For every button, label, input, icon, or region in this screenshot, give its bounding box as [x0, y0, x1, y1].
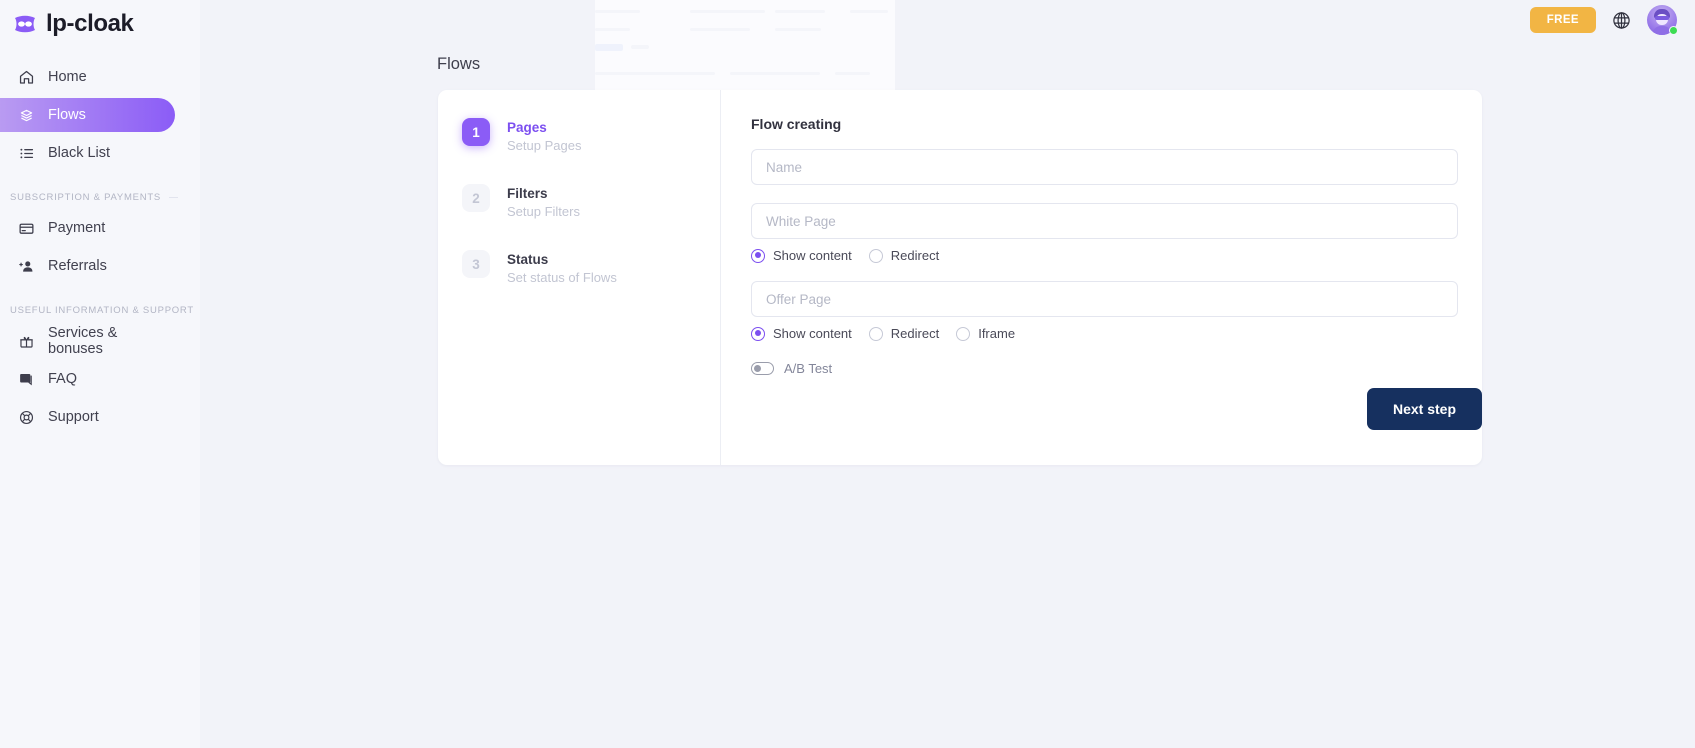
- sidebar-section-payments: SUBSCRIPTION & PAYMENTS: [10, 192, 178, 203]
- sidebar-section-label: SUBSCRIPTION & PAYMENTS: [10, 192, 161, 203]
- step-number: 3: [462, 250, 490, 278]
- radio-icon: [868, 248, 883, 263]
- sidebar-item-label: Services & bonuses: [48, 325, 118, 357]
- user-plus-icon: [17, 257, 35, 275]
- step-title: Status: [507, 252, 549, 267]
- white-page-mode-group: Show content Redirect: [751, 248, 1458, 263]
- flow-form: Flow creating Show content Redirect: [721, 90, 1482, 465]
- step-description: Setup Filters: [507, 204, 580, 219]
- sidebar-item-label: Referrals: [48, 258, 107, 274]
- radio-icon: [751, 248, 765, 263]
- radio-label: Show content: [773, 326, 852, 341]
- header-bar: FREE: [1529, 0, 1678, 40]
- step-pages[interactable]: 1 Pages Setup Pages: [462, 118, 720, 155]
- offer-page-iframe-radio[interactable]: Iframe: [956, 326, 1015, 341]
- sidebar-item-label: FAQ: [48, 371, 78, 387]
- status-badge: [1669, 26, 1678, 35]
- flow-creation-card: 1 Pages Setup Pages 2 Filters Setup Filt…: [438, 90, 1482, 465]
- globe-icon[interactable]: [1612, 11, 1631, 30]
- step-description: Set status of Flows: [507, 270, 617, 285]
- offer-page-redirect-radio[interactable]: Redirect: [868, 326, 940, 341]
- white-page-redirect-radio[interactable]: Redirect: [868, 248, 940, 263]
- credit-card-icon: [17, 219, 35, 237]
- mask-icon: [12, 14, 38, 34]
- lifebuoy-icon: [17, 408, 35, 426]
- home-icon: [17, 68, 35, 86]
- plan-badge[interactable]: FREE: [1529, 7, 1596, 33]
- step-number: 2: [462, 184, 490, 212]
- brand-logo[interactable]: lp-cloak: [0, 0, 200, 40]
- sidebar-item-label: Black List: [48, 145, 111, 161]
- brand-name: lp-cloak: [46, 10, 134, 37]
- ab-test-toggle[interactable]: [751, 362, 774, 375]
- gift-icon: [17, 332, 35, 350]
- sidebar-nav: Home Flows: [0, 60, 200, 170]
- white-page-input[interactable]: [751, 203, 1458, 239]
- step-number: 1: [462, 118, 490, 146]
- step-title: Pages: [507, 120, 547, 135]
- step-description: Setup Pages: [507, 138, 582, 153]
- radio-label: Redirect: [890, 326, 940, 341]
- sidebar: lp-cloak Home Flows: [0, 0, 200, 748]
- sidebar-item-black-list[interactable]: Black List: [0, 136, 175, 170]
- radio-icon: [956, 326, 971, 341]
- list-icon: [17, 144, 35, 162]
- sidebar-item-label: Home: [48, 69, 87, 85]
- radio-icon: [751, 326, 765, 341]
- sidebar-item-label: Payment: [48, 220, 106, 236]
- divider: [168, 197, 178, 198]
- radio-icon: [868, 326, 883, 341]
- sidebar-item-label: Flows: [48, 107, 86, 123]
- offer-page-mode-group: Show content Redirect Iframe: [751, 326, 1458, 341]
- svg-text:?!: ?!: [22, 376, 27, 382]
- ab-test-toggle-row[interactable]: A/B Test: [751, 361, 1458, 376]
- sidebar-item-label: Support: [48, 409, 99, 425]
- step-status[interactable]: 3 Status Set status of Flows: [462, 250, 720, 287]
- sidebar-item-faq[interactable]: ?! FAQ: [0, 362, 175, 396]
- offer-page-show-content-radio[interactable]: Show content: [751, 326, 852, 341]
- sidebar-item-payment[interactable]: Payment: [0, 211, 175, 245]
- sidebar-section-support: USEFUL INFORMATION & SUPPORT: [10, 305, 193, 316]
- sidebar-item-flows[interactable]: Flows: [0, 98, 175, 132]
- sidebar-section-label: USEFUL INFORMATION & SUPPORT: [10, 305, 194, 316]
- radio-label: Show content: [773, 248, 852, 263]
- radio-label: Redirect: [890, 248, 940, 263]
- next-step-button[interactable]: Next step: [1366, 388, 1482, 430]
- step-filters[interactable]: 2 Filters Setup Filters: [462, 184, 720, 221]
- layers-icon: [17, 106, 35, 124]
- step-title: Filters: [507, 186, 548, 201]
- sidebar-item-referrals[interactable]: Referrals: [0, 249, 175, 283]
- radio-label: Iframe: [978, 326, 1016, 341]
- ab-test-label: A/B Test: [784, 361, 833, 376]
- faq-icon: ?!: [17, 370, 35, 388]
- avatar[interactable]: [1647, 5, 1678, 35]
- steps-panel: 1 Pages Setup Pages 2 Filters Setup Filt…: [438, 90, 721, 465]
- sidebar-item-services-bonuses[interactable]: Services & bonuses: [0, 324, 175, 358]
- offer-page-input[interactable]: [751, 281, 1458, 317]
- form-title: Flow creating: [751, 116, 842, 132]
- sidebar-item-home[interactable]: Home: [0, 60, 175, 94]
- sidebar-item-support[interactable]: Support: [0, 400, 175, 434]
- name-input[interactable]: [751, 149, 1458, 185]
- white-page-show-content-radio[interactable]: Show content: [751, 248, 852, 263]
- page-title: Flows: [437, 55, 481, 73]
